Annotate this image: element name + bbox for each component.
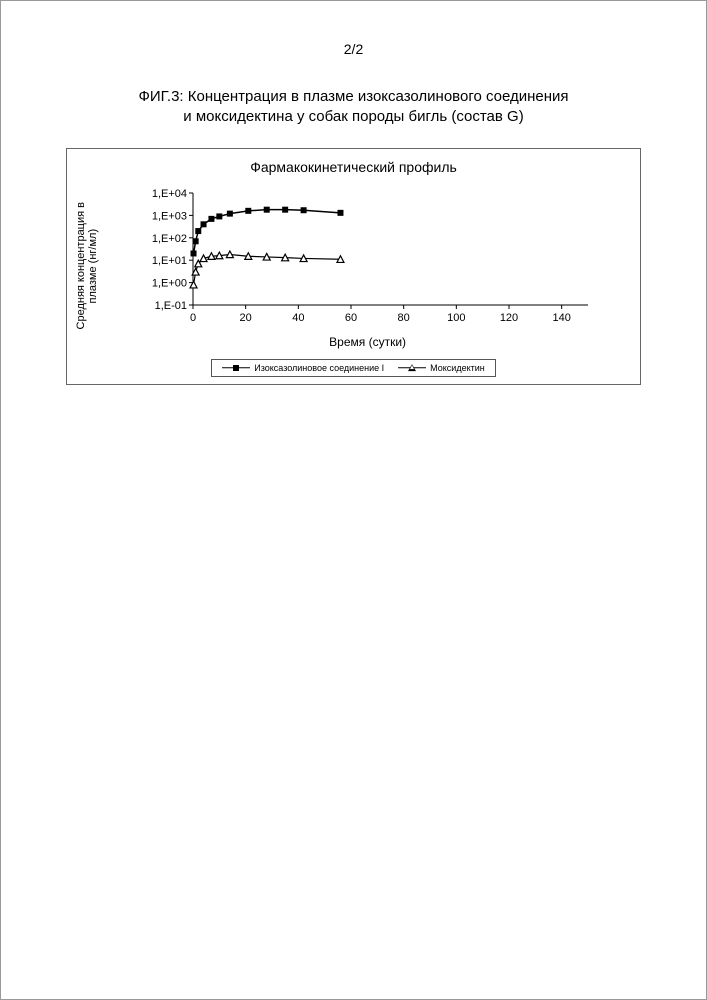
svg-text:1,E+04: 1,E+04 (151, 188, 186, 200)
svg-text:100: 100 (447, 312, 465, 324)
svg-text:1,E+03: 1,E+03 (151, 210, 186, 222)
svg-text:140: 140 (552, 312, 570, 324)
svg-text:1,E-01: 1,E-01 (154, 300, 186, 312)
svg-text:40: 40 (292, 312, 304, 324)
chart-title: Фармакокинетический профиль (73, 159, 634, 175)
chart-container: Фармакокинетический профиль Средняя конц… (66, 148, 641, 385)
chart-svg: 1,E-01 1,E+00 1,E+01 1,E+02 1,E+03 1,E+04 0 20 4… (138, 183, 598, 333)
legend-label: Изоксазолиновое соединение I (254, 363, 384, 373)
svg-text:60: 60 (344, 312, 356, 324)
page-number: 2/2 (56, 41, 651, 57)
svg-text:1,E+02: 1,E+02 (151, 232, 186, 244)
svg-text:20: 20 (239, 312, 251, 324)
x-axis-label: Время (сутки) (329, 335, 406, 349)
legend-item: Изоксазолиновое соединение I (222, 363, 384, 373)
page-frame: 2/2 ФИГ.3: Концентрация в плазме изоксаз… (0, 0, 707, 1000)
figure-caption: ФИГ.3: Концентрация в плазме изоксазолин… (76, 87, 631, 128)
chart-row: Средняя концентрация в плазме (нг/мл) 1,… (73, 183, 634, 349)
svg-text:120: 120 (499, 312, 517, 324)
svg-text:1,E+01: 1,E+01 (151, 255, 186, 267)
svg-text:1,E+00: 1,E+00 (151, 277, 186, 289)
legend-label: Моксидектин (430, 363, 485, 373)
svg-text:0: 0 (190, 312, 196, 324)
y-axis-label: Средняя концентрация в плазме (нг/мл) (73, 202, 101, 329)
svg-text:80: 80 (397, 312, 409, 324)
triangle-open-icon (398, 363, 426, 373)
plot-block: 1,E-01 1,E+00 1,E+01 1,E+02 1,E+03 1,E+04 0 20 4… (101, 183, 634, 349)
legend-item: Моксидектин (398, 363, 485, 373)
square-filled-icon (222, 363, 250, 373)
legend: Изоксазолиновое соединение I Моксидектин (211, 359, 496, 377)
